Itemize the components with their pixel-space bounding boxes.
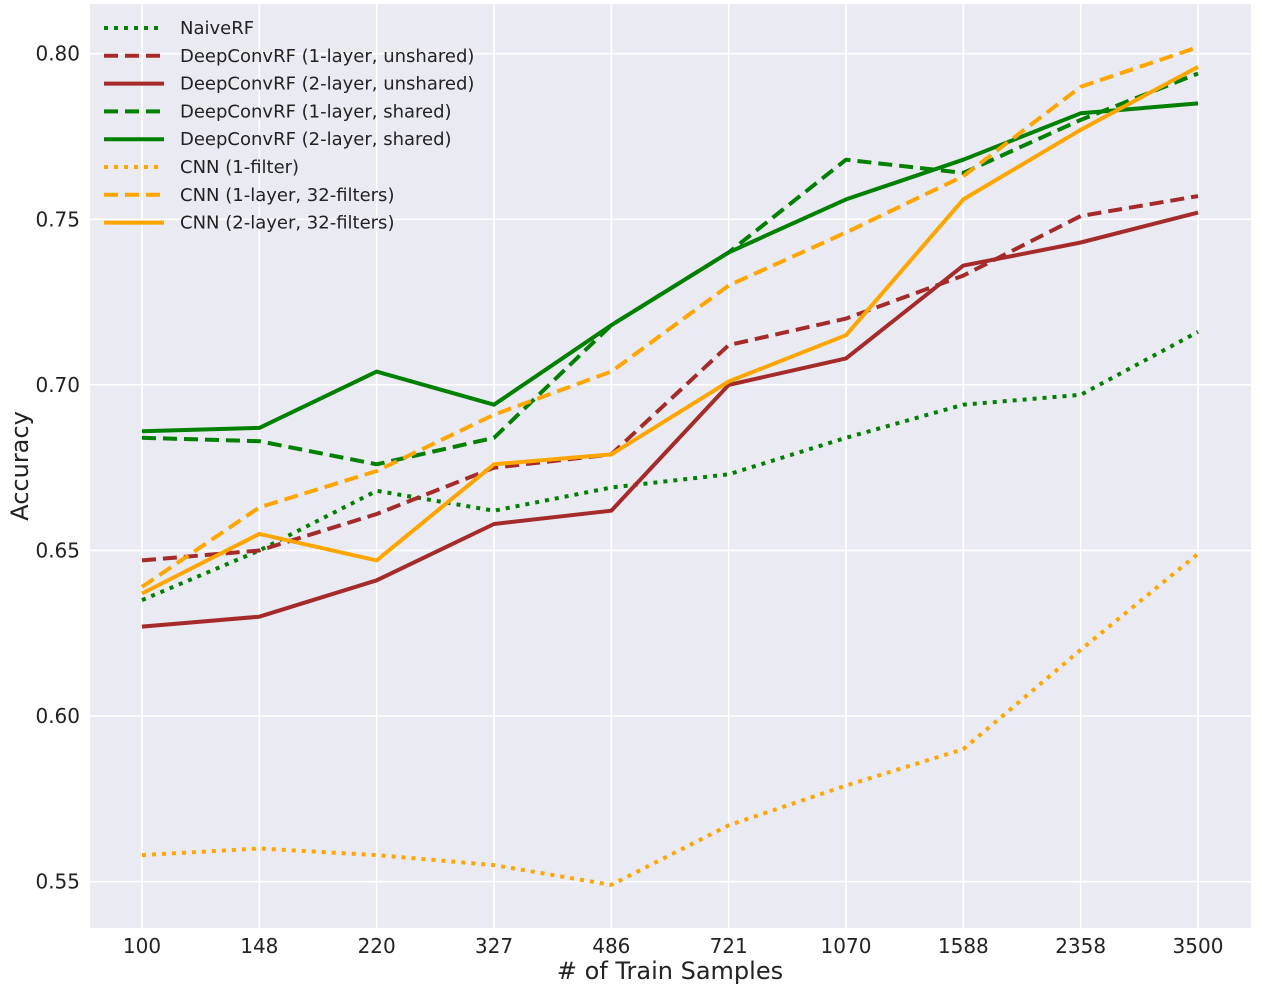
x-tick-label: 100 <box>123 934 161 958</box>
series-line <box>141 330 1199 602</box>
legend-label: DeepConvRF (1-layer, unshared) <box>180 46 474 67</box>
x-tick-label: 327 <box>475 934 513 958</box>
x-tick-label: 2358 <box>1055 934 1106 958</box>
legend-label: DeepConvRF (2-layer, unshared) <box>180 74 474 95</box>
y-tick-label: 0.80 <box>35 42 80 66</box>
series-line <box>141 194 1199 563</box>
y-tick-label: 0.55 <box>35 870 80 894</box>
series-line <box>141 65 1199 596</box>
x-tick-label: 220 <box>358 934 396 958</box>
y-tick-label: 0.65 <box>35 538 80 562</box>
x-tick-labels: 100 148 220 327 486 721 1070 1588 2358 3500 <box>123 934 1224 958</box>
legend-label: DeepConvRF (2-layer, shared) <box>180 129 452 150</box>
legend-label: CNN (1-layer, 32-filters) <box>180 185 394 206</box>
series-line <box>141 210 1199 629</box>
legend-label: DeepConvRF (1-layer, shared) <box>180 101 452 122</box>
x-tick-label: 1070 <box>821 934 872 958</box>
x-tick-label: 486 <box>592 934 630 958</box>
y-tick-label: 0.70 <box>35 373 80 397</box>
y-tick-labels: 0.55 0.60 0.65 0.70 0.75 0.80 <box>35 42 80 894</box>
x-tick-label: 3500 <box>1173 934 1224 958</box>
legend-label: CNN (1-filter) <box>180 157 299 178</box>
x-tick-label: 148 <box>240 934 278 958</box>
legend-label: CNN (2-layer, 32-filters) <box>180 213 394 234</box>
x-tick-label: 721 <box>710 934 748 958</box>
x-tick-label: 1588 <box>938 934 989 958</box>
legend-label: NaiveRF <box>180 18 254 39</box>
plot-area <box>90 4 1251 928</box>
y-tick-label: 0.75 <box>35 207 80 231</box>
series-line <box>141 101 1199 434</box>
series-lines <box>140 45 1200 887</box>
y-tick-label: 0.60 <box>35 704 80 728</box>
x-axis-label: # of Train Samples <box>557 957 783 985</box>
series-line <box>140 45 1199 589</box>
y-axis-label: Accuracy <box>6 411 34 521</box>
legend: NaiveRF DeepConvRF (1-layer, unshared) Dee… <box>104 18 474 234</box>
